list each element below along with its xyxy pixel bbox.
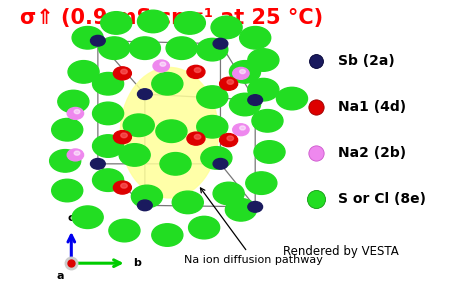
Circle shape	[67, 149, 84, 161]
Circle shape	[220, 134, 238, 147]
Text: c: c	[68, 213, 75, 223]
Text: Na2 (2b): Na2 (2b)	[338, 146, 406, 160]
Circle shape	[72, 27, 103, 49]
Circle shape	[93, 135, 124, 157]
Circle shape	[187, 65, 205, 78]
Circle shape	[248, 201, 262, 212]
Circle shape	[109, 219, 140, 242]
Circle shape	[113, 131, 131, 144]
Circle shape	[138, 10, 169, 33]
Circle shape	[233, 124, 249, 136]
Circle shape	[152, 72, 183, 95]
Circle shape	[74, 151, 80, 155]
Circle shape	[52, 118, 83, 141]
Circle shape	[252, 110, 283, 132]
Circle shape	[197, 86, 228, 108]
Circle shape	[197, 116, 228, 138]
Circle shape	[225, 198, 256, 221]
Text: σ⇑ (0.9 mS cm⁻¹ at 25 °C): σ⇑ (0.9 mS cm⁻¹ at 25 °C)	[20, 8, 323, 28]
Circle shape	[254, 141, 285, 163]
Text: Rendered by VESTA: Rendered by VESTA	[283, 245, 399, 258]
Circle shape	[121, 133, 127, 138]
Circle shape	[230, 93, 261, 116]
Circle shape	[67, 108, 84, 119]
Circle shape	[156, 120, 187, 142]
Circle shape	[101, 12, 132, 34]
Circle shape	[93, 72, 124, 95]
Circle shape	[121, 183, 127, 188]
Circle shape	[276, 87, 307, 110]
Circle shape	[99, 37, 130, 59]
Circle shape	[240, 126, 245, 130]
Text: Na1 (4d): Na1 (4d)	[338, 100, 406, 114]
Circle shape	[248, 78, 279, 101]
Circle shape	[152, 224, 183, 246]
Circle shape	[90, 159, 105, 169]
Circle shape	[248, 49, 279, 71]
Circle shape	[213, 159, 228, 169]
Ellipse shape	[120, 67, 218, 198]
Circle shape	[213, 38, 228, 49]
Circle shape	[119, 144, 150, 166]
Text: S or Cl (8e): S or Cl (8e)	[338, 193, 426, 207]
Circle shape	[123, 114, 154, 136]
Circle shape	[50, 150, 81, 172]
Circle shape	[246, 172, 277, 194]
Text: Sb (2a): Sb (2a)	[338, 55, 395, 69]
Circle shape	[58, 90, 89, 113]
Circle shape	[138, 89, 152, 100]
Circle shape	[189, 216, 220, 239]
Circle shape	[248, 95, 262, 105]
Circle shape	[172, 191, 203, 214]
Circle shape	[230, 60, 261, 83]
Circle shape	[131, 185, 162, 208]
Circle shape	[121, 69, 127, 74]
Circle shape	[52, 179, 83, 202]
Circle shape	[74, 110, 80, 114]
Circle shape	[68, 60, 99, 83]
Circle shape	[72, 206, 103, 229]
Circle shape	[194, 134, 201, 139]
Circle shape	[240, 27, 271, 49]
Circle shape	[113, 67, 131, 80]
Circle shape	[197, 38, 228, 61]
Circle shape	[227, 80, 234, 84]
Circle shape	[187, 132, 205, 145]
Circle shape	[201, 147, 232, 169]
Circle shape	[113, 181, 131, 194]
Circle shape	[233, 67, 249, 79]
Circle shape	[93, 169, 124, 191]
Text: a: a	[56, 271, 63, 281]
Circle shape	[129, 37, 160, 59]
Circle shape	[93, 102, 124, 125]
Text: Na ion diffusion pathway: Na ion diffusion pathway	[184, 188, 323, 265]
Circle shape	[90, 35, 105, 46]
Circle shape	[213, 182, 244, 205]
Circle shape	[160, 62, 166, 66]
Circle shape	[166, 37, 197, 59]
Circle shape	[160, 153, 191, 175]
Circle shape	[240, 69, 245, 74]
Circle shape	[227, 136, 234, 141]
Circle shape	[138, 200, 152, 211]
Circle shape	[194, 68, 201, 72]
Text: b: b	[133, 258, 141, 268]
Circle shape	[174, 12, 205, 34]
Circle shape	[153, 60, 169, 72]
Circle shape	[211, 16, 242, 39]
Circle shape	[220, 77, 238, 90]
